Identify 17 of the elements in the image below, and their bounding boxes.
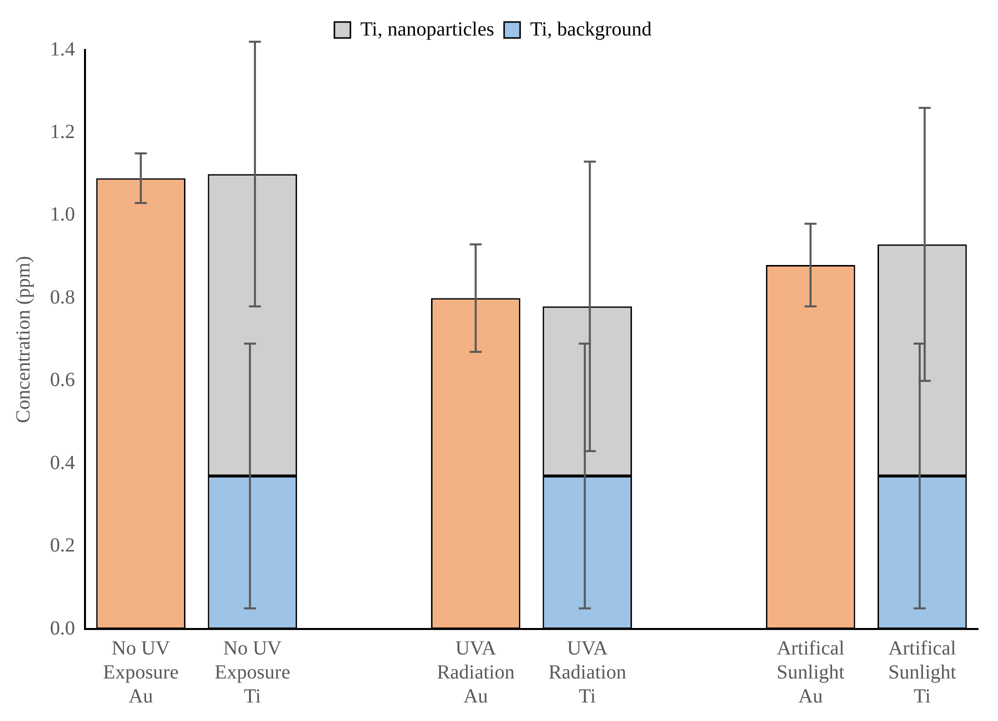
x-tick-label: No UV Exposure Au [103, 637, 179, 708]
y-axis-title: Concentration (ppm) [12, 256, 34, 424]
y-tick-label: 1.4 [50, 38, 75, 60]
legend-label: Ti, nanoparticles [360, 18, 494, 40]
y-tick-label: 0.4 [50, 452, 75, 474]
y-tick-label: 0.8 [50, 286, 75, 308]
y-tick-label: 0.2 [50, 534, 75, 557]
x-tick-label: UVA Radiation Au [436, 637, 515, 708]
legend-label: Ti, background [530, 18, 652, 40]
x-tick-label: No UV Exposure Ti [214, 637, 290, 708]
x-tick-label: UVA Radiation Ti [548, 637, 626, 708]
y-tick-label: 0.6 [50, 369, 75, 392]
y-tick-label: 0.0 [50, 617, 75, 640]
y-tick-label: 1.0 [50, 204, 75, 226]
x-tick-label: Artifical Sunlight Ti [888, 637, 957, 708]
y-tick-label: 1.2 [50, 120, 75, 143]
x-tick-label: Artifical Sunlight Au [776, 637, 845, 708]
